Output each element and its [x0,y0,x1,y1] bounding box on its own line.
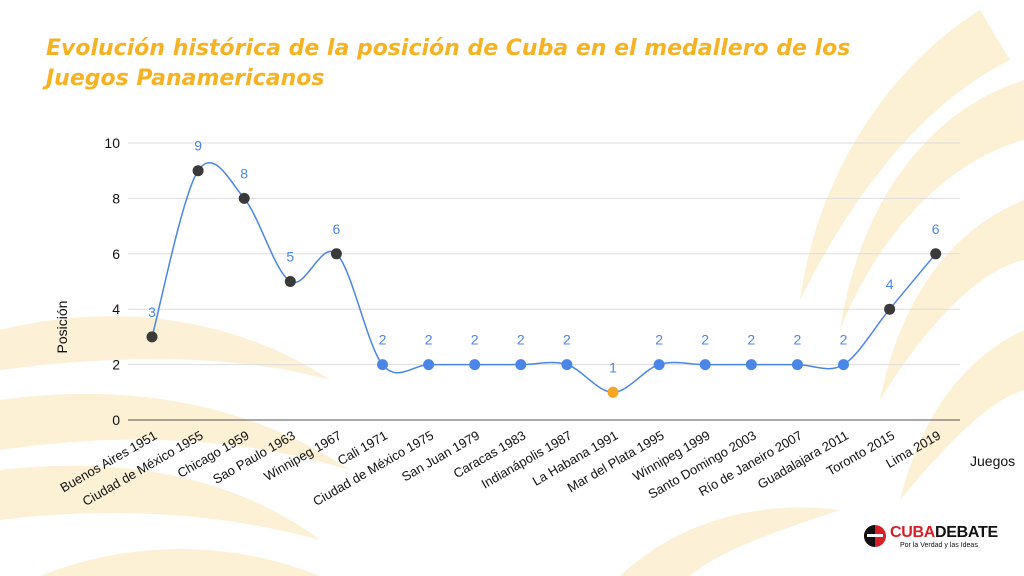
data-label: 5 [286,249,294,265]
data-point[interactable] [884,303,896,315]
y-tick-label: 4 [112,301,120,317]
y-tick-label: 8 [112,190,120,206]
data-point[interactable] [699,359,711,371]
y-axis-ticks: 0 2 4 6 8 10 [104,135,120,428]
data-label: 8 [240,165,248,181]
data-label: 2 [840,332,848,348]
data-point[interactable] [377,359,388,371]
data-point[interactable] [607,386,619,398]
y-tick-label: 2 [112,357,120,373]
y-tick-label: 6 [112,246,120,262]
data-point[interactable] [469,359,481,371]
data-label: 4 [886,276,894,292]
data-label: 1 [609,359,617,375]
x-tick-label: Winnipeg 1967 [261,428,344,484]
data-point[interactable] [791,359,803,371]
gridlines [128,142,960,421]
data-point[interactable] [146,331,158,343]
y-tick-label: 0 [112,412,120,428]
data-point[interactable] [238,192,250,204]
data-point[interactable] [423,359,435,371]
cubadebate-logo[interactable]: CUBADEBATE Por la Verdad y las Ideas [864,523,1014,553]
logo-wordmark: CUBADEBATE [890,524,998,541]
data-points [146,165,942,398]
data-point[interactable] [192,165,204,177]
data-label: 2 [379,332,387,348]
data-label: 3 [148,304,156,320]
data-labels: 3 9 8 5 6 2 2 2 2 2 1 2 2 2 2 2 4 6 [148,138,940,376]
data-point[interactable] [284,276,296,287]
data-label: 9 [194,138,202,154]
data-label: 6 [932,221,940,237]
data-label: 2 [794,332,802,348]
data-point[interactable] [838,359,849,371]
data-label: 2 [655,332,663,348]
data-label: 2 [701,332,709,348]
data-point[interactable] [330,248,342,260]
logo-mark-icon [864,525,886,547]
data-point[interactable] [745,359,757,371]
data-label: 2 [517,332,525,348]
chart-title: Evolución histórica de la posición de Cu… [46,36,851,91]
logo-tagline: Por la Verdad y las Ideas [900,542,978,549]
data-label: 6 [333,221,341,237]
data-point[interactable] [561,359,573,371]
x-axis-label: Juegos [970,453,1015,469]
data-label: 2 [471,332,479,348]
data-label: 2 [747,332,755,348]
data-point[interactable] [653,359,665,371]
series-line [151,162,937,394]
y-tick-label: 10 [104,135,120,151]
data-point[interactable] [515,359,527,371]
data-label: 2 [425,332,433,348]
data-point[interactable] [930,248,942,260]
data-label: 2 [563,332,571,348]
y-axis-label: Posición [54,301,70,354]
